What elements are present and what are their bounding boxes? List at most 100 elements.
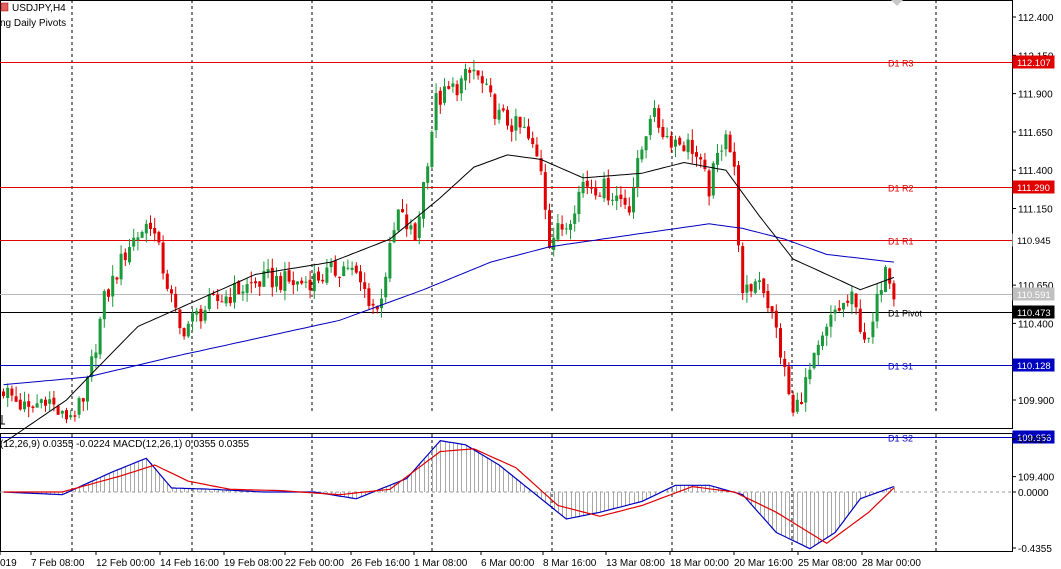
candle-body [388,243,392,279]
candle-body [879,290,883,295]
candle-body [867,337,871,339]
candle-body [699,157,703,160]
candle-body [430,131,434,167]
candle-body [619,194,623,200]
time-tick-label: 22 Feb 00:00 [285,558,344,569]
candle-body [863,332,866,340]
candle-body [485,83,488,85]
candle-body [262,271,266,287]
candle-body [741,246,745,294]
candle-body [94,352,98,359]
candle-body [333,260,337,276]
candle-body [842,302,845,310]
candle-body [770,306,774,312]
candle-body [39,399,43,404]
candle-body [703,159,707,170]
price-tick-label: 109.400 [1018,473,1055,484]
candle-body [44,399,47,406]
candle-body [18,399,22,410]
candle-body [350,267,354,270]
candle-body [640,149,644,160]
candle-body [191,313,194,322]
candle-body [48,399,52,404]
candle-body [674,139,677,147]
candle-body [149,222,152,230]
candle-body [758,280,761,283]
time-tick-label: 019 [0,558,17,569]
price-badge [1012,430,1055,444]
candle-body [86,377,89,402]
candle-body [216,294,220,302]
chart-shift-marker[interactable] [0,415,5,425]
candle-body [724,134,728,150]
candle-body [77,398,81,415]
candle-body [737,165,740,246]
candles [2,59,896,424]
candle-body [283,271,287,291]
candle-body [682,145,686,152]
time-tick-label: 12 Feb 00:00 [96,558,155,569]
candle-body [98,318,102,355]
candle-body [443,86,446,103]
candle-body [401,209,404,213]
candle-body [716,152,719,165]
candle-body [338,276,341,278]
candle-body [695,152,698,157]
candle-body [165,273,169,289]
price-badge [1012,55,1055,69]
pivot-label: D1 S2 [888,434,913,444]
candle-body [224,296,228,304]
candle-body [501,108,505,111]
candle-body [707,170,711,197]
candle-body [207,294,211,310]
candle-body [531,138,535,145]
candle-body [304,281,308,283]
pivot-label: D1 S1 [888,362,913,372]
candle-body [480,76,484,84]
candle-body [594,188,598,196]
candle-body [35,403,39,408]
candle-body [161,242,165,274]
candle-body [115,277,119,280]
time-tick-label: 18 Mar 00:00 [670,558,729,569]
candle-body [438,90,442,105]
price-badge-label: 109.656 [1017,433,1051,444]
candle-body [241,291,245,294]
candle-body [888,268,892,284]
price-tick-label: 111.650 [1018,128,1053,139]
candle-body [153,228,157,234]
candle-body [804,377,808,403]
candle-body [661,126,665,138]
candle-body [270,267,274,288]
candle-body [653,107,656,117]
candle-body [560,224,564,230]
candle-body [275,276,278,287]
candle-body [774,310,778,328]
candle-body [812,352,816,369]
scroll-marker-icon[interactable] [891,0,903,6]
candle-body [157,232,161,243]
candle-body [514,116,518,131]
candle-body [186,323,190,337]
candle-body [476,70,480,76]
candle-body [249,282,253,284]
candle-body [762,278,766,294]
candle-body [212,293,215,295]
candle-body [535,144,539,157]
candle-body [60,410,64,414]
candle-body [2,391,5,397]
time-tick-label: 28 Mar 00:00 [862,558,921,569]
candle-body [493,94,497,119]
candle-body [468,69,472,73]
candle-body [254,281,257,284]
candle-body [644,136,648,151]
candle-body [464,68,467,81]
candle-body [791,394,795,413]
price-badge-label: 111.290 [1017,183,1050,194]
candle-body [615,195,619,201]
candle-body [783,358,787,368]
candle-body [312,273,316,292]
candle-body [690,139,694,154]
price-axis: 112.400112.150111.900111.650111.400111.1… [1012,13,1055,484]
